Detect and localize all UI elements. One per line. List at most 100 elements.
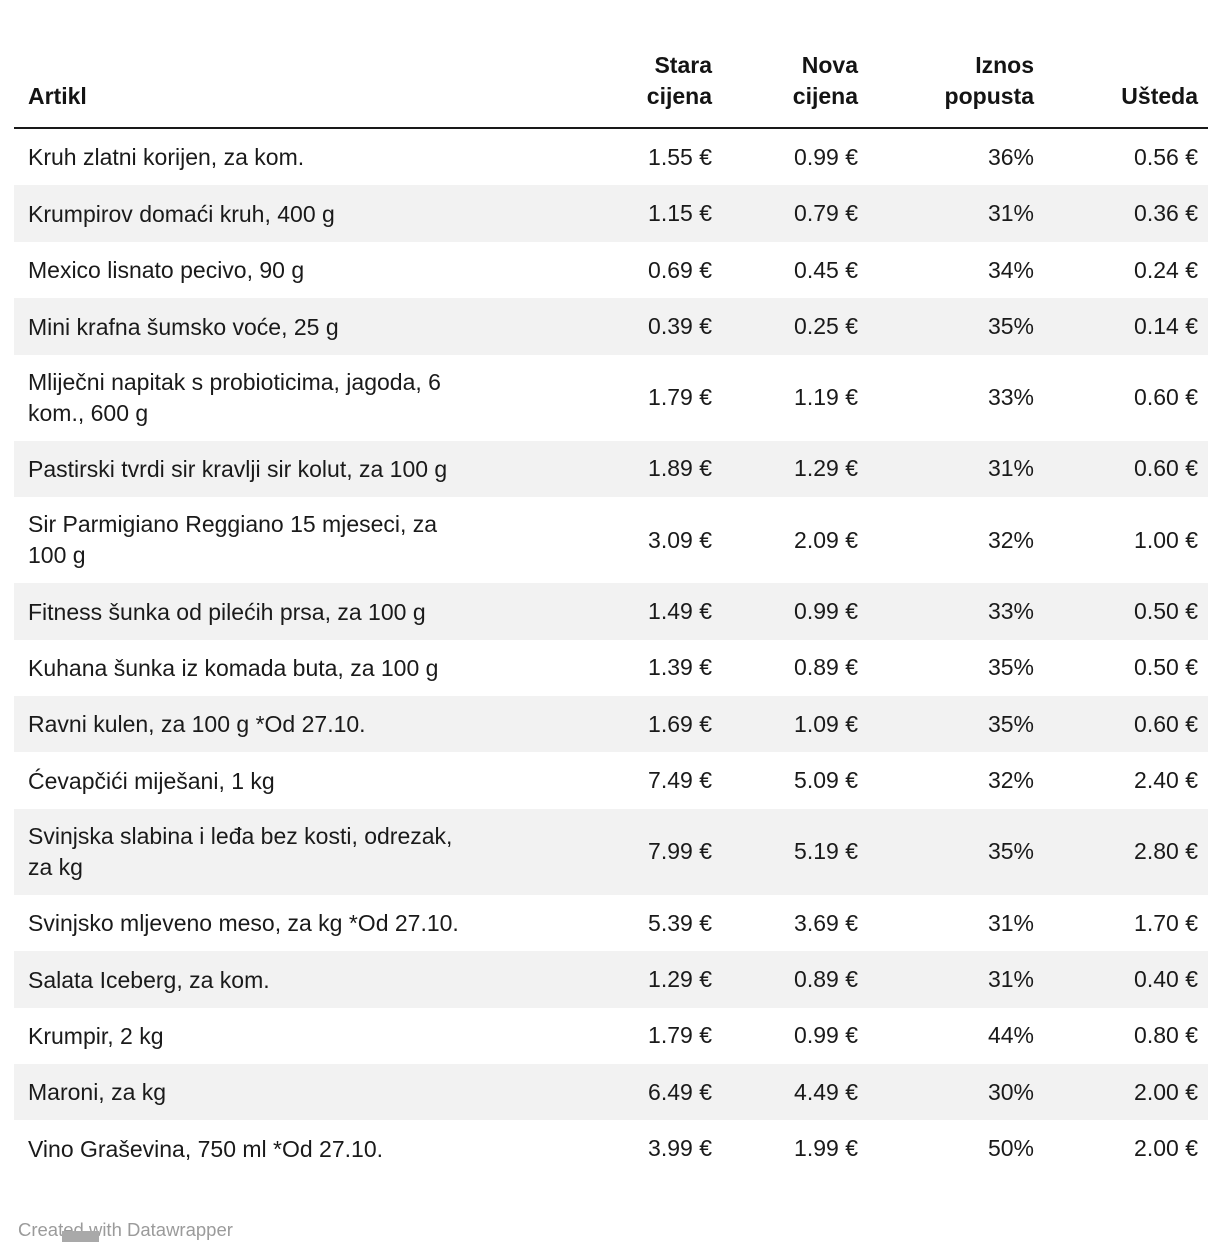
column-header-nova: Nova cijena — [722, 10, 868, 128]
cell-artikl: Sir Parmigiano Reggiano 15 mjeseci, za 1… — [14, 497, 562, 583]
column-header-popust: Iznos popusta — [868, 10, 1044, 128]
cell-stara: 1.15 € — [648, 200, 712, 227]
cell-artikl: Ćevapčići miješani, 1 kg — [14, 752, 562, 808]
column-header-usteda: Ušteda — [1044, 10, 1208, 128]
cell-stara: 1.69 € — [648, 710, 712, 737]
cell-artikl: Mliječni napitak s probioticima, jagoda,… — [14, 355, 562, 441]
column-header-label: Ušteda — [1121, 83, 1198, 109]
table-row: Vino Graševina, 750 ml *Od 27.10. 3.99 € 1… — [14, 1120, 1208, 1176]
cell-popust: 50% — [987, 1135, 1034, 1162]
table-row: Mliječni napitak s probioticima, jagoda,… — [14, 355, 1208, 441]
cell-usteda: 0.56 € — [1134, 143, 1198, 170]
table-row: Sir Parmigiano Reggiano 15 mjeseci, za 1… — [14, 497, 1208, 583]
cell-nova: 0.99 € — [794, 1022, 858, 1049]
cell-stara: 3.09 € — [648, 526, 712, 553]
cell-popust: 32% — [987, 526, 1034, 553]
cell-usteda: 0.40 € — [1134, 965, 1198, 992]
cell-popust: 33% — [987, 597, 1034, 624]
cell-popust: 31% — [987, 965, 1034, 992]
cell-usteda: 0.50 € — [1134, 597, 1198, 624]
column-header-label: Nova cijena — [792, 52, 858, 109]
cell-artikl: Vino Graševina, 750 ml *Od 27.10. — [14, 1120, 562, 1176]
table-row: Ravni kulen, za 100 g *Od 27.10. 1.69 € 1.… — [14, 695, 1208, 753]
cell-usteda: 0.14 € — [1134, 312, 1198, 339]
cell-usteda: 2.40 € — [1134, 767, 1198, 794]
column-header-stara: Stara cijena — [562, 10, 722, 128]
table-row: Salata Iceberg, za kom. 1.29 € 0.89 € 31% 0.… — [14, 951, 1208, 1008]
cell-popust: 33% — [987, 384, 1034, 411]
table-row: Pastirski tvrdi sir kravlji sir kolut, z… — [14, 440, 1208, 498]
table-row: Krumpirov domaći kruh, 400 g 1.15 € 0.79 €… — [14, 185, 1208, 242]
cell-artikl: Salata Iceberg, za kom. — [14, 951, 562, 1007]
column-header-label: Stara cijena — [646, 52, 712, 109]
cell-stara: 1.79 € — [648, 1022, 712, 1049]
cell-usteda: 0.80 € — [1134, 1022, 1198, 1049]
product-name: Kuhana šunka iz komada buta, za 100 g — [28, 654, 439, 681]
cell-usteda: 1.00 € — [1134, 526, 1198, 553]
table-row: Mexico lisnato pecivo, 90 g 0.69 € 0.45 € 3… — [14, 242, 1208, 298]
cell-popust: 36% — [987, 143, 1034, 170]
product-name: Krumpir, 2 kg — [28, 1023, 164, 1050]
cell-stara: 0.69 € — [648, 256, 712, 283]
table-row: Maroni, za kg 6.49 € 4.49 € 30% 2.00 € — [14, 1064, 1208, 1121]
cell-popust: 35% — [987, 312, 1034, 339]
table-row: Fitness šunka od pilećih prsa, za 100 g 1… — [14, 583, 1208, 640]
cell-nova: 1.99 € — [794, 1135, 858, 1162]
cell-usteda: 2.00 € — [1134, 1078, 1198, 1105]
header-row: Artikl Stara cijena Nova cijena Iznos popus… — [14, 10, 1208, 128]
cell-nova: 2.09 € — [794, 526, 858, 553]
cell-nova: 0.79 € — [794, 200, 858, 227]
cell-nova: 4.49 € — [794, 1078, 858, 1105]
cell-nova: 3.69 € — [794, 909, 858, 936]
cell-nova: 1.19 € — [794, 384, 858, 411]
cell-popust: 32% — [987, 767, 1034, 794]
cell-usteda: 0.60 € — [1134, 455, 1198, 482]
cell-nova: 0.89 € — [794, 654, 858, 681]
cell-usteda: 2.00 € — [1134, 1135, 1198, 1162]
cell-stara: 1.55 € — [648, 143, 712, 170]
cell-stara: 5.39 € — [648, 909, 712, 936]
column-header-label: Iznos popusta — [944, 52, 1034, 109]
cell-usteda: 2.80 € — [1134, 838, 1198, 865]
attribution-link[interactable]: Created with Datawrapper — [18, 1218, 233, 1240]
cell-stara: 7.49 € — [648, 767, 712, 794]
product-name: Pastirski tvrdi sir kravlji sir kolut, z… — [28, 456, 448, 483]
cell-usteda: 0.24 € — [1134, 256, 1198, 283]
cell-popust: 35% — [987, 654, 1034, 681]
product-name: Mini krafna šumsko voće, 25 g — [28, 313, 339, 340]
cell-artikl: Fitness šunka od pilećih prsa, za 100 g — [14, 583, 562, 639]
cell-nova: 0.99 € — [794, 597, 858, 624]
cell-nova: 1.29 € — [794, 455, 858, 482]
scrollbar-thumb[interactable] — [62, 1231, 99, 1242]
cell-nova: 5.19 € — [794, 838, 858, 865]
cell-usteda: 0.60 € — [1134, 384, 1198, 411]
cell-popust: 31% — [987, 455, 1034, 482]
product-name: Krumpirov domaći kruh, 400 g — [28, 200, 335, 227]
cell-nova: 0.89 € — [794, 965, 858, 992]
product-name: Maroni, za kg — [28, 1079, 167, 1106]
cell-stara: 0.39 € — [648, 312, 712, 339]
cell-popust: 31% — [987, 909, 1034, 936]
cell-usteda: 0.36 € — [1134, 200, 1198, 227]
product-name: Ćevapčići miješani, 1 kg — [28, 767, 275, 794]
cell-popust: 34% — [987, 256, 1034, 283]
cell-artikl: Svinjsko mljeveno meso, za kg *Od 27.10. — [14, 895, 562, 951]
price-table: Artikl Stara cijena Nova cijena Iznos popus… — [14, 10, 1208, 1177]
cell-usteda: 0.60 € — [1134, 710, 1198, 737]
table-row: Svinjska slabina i leđa bez kosti, odrez… — [14, 808, 1208, 895]
product-name: Svinjska slabina i leđa bez kosti, odrez… — [28, 822, 453, 880]
cell-nova: 0.45 € — [794, 256, 858, 283]
cell-stara: 1.29 € — [648, 965, 712, 992]
table-head: Artikl Stara cijena Nova cijena Iznos popus… — [14, 10, 1208, 128]
cell-usteda: 0.50 € — [1134, 654, 1198, 681]
cell-stara: 1.49 € — [648, 597, 712, 624]
cell-artikl: Krumpir, 2 kg — [14, 1008, 562, 1064]
cell-stara: 6.49 € — [648, 1078, 712, 1105]
cell-stara: 7.99 € — [648, 838, 712, 865]
cell-artikl: Maroni, za kg — [14, 1064, 562, 1120]
cell-stara: 1.79 € — [648, 384, 712, 411]
product-name: Fitness šunka od pilećih prsa, za 100 g — [28, 598, 426, 625]
cell-artikl: Svinjska slabina i leđa bez kosti, odrez… — [14, 809, 562, 895]
product-name: Vino Graševina, 750 ml *Od 27.10. — [28, 1135, 384, 1162]
cell-artikl: Pastirski tvrdi sir kravlji sir kolut, z… — [14, 441, 562, 497]
